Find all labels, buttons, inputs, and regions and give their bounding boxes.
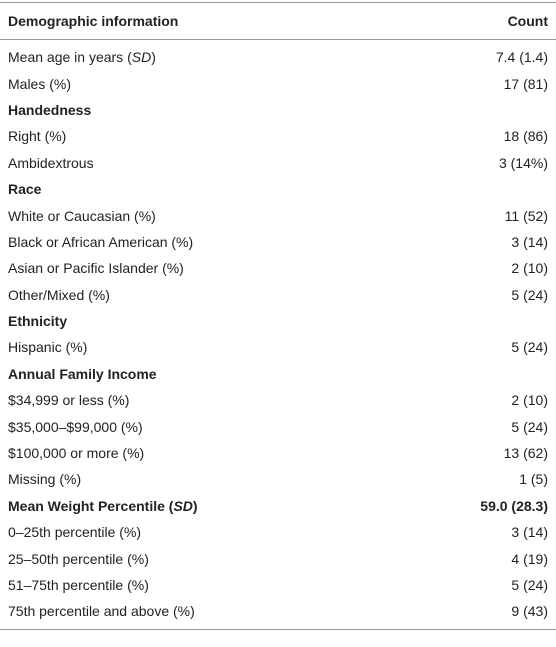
count-cell: 3 (14%) [498, 154, 548, 171]
data-row: Mean age in years (SD) 7.4 (1.4) [0, 40, 556, 71]
row-label: Annual Family Income [8, 365, 157, 382]
label-part: SD [131, 49, 152, 66]
count-cell: 5 (24) [511, 418, 548, 435]
row-label: 0–25th percentile (%) [8, 524, 142, 541]
count-cell: 1 (5) [519, 471, 548, 488]
table-body: Mean age in years (SD) 7.4 (1.4) Males (%)… [0, 40, 556, 630]
data-row: Ambidextrous 3 (14%) [0, 150, 556, 176]
count-cell: 3 (14) [511, 233, 548, 250]
section-row: Handedness [0, 97, 556, 123]
count-cell: 3 (14) [511, 524, 548, 541]
count-cell [395, 308, 556, 334]
data-row: 25–50th percentile (%) 4 (19) [0, 545, 556, 571]
data-row: Black or African American (%) 3 (14) [0, 229, 556, 255]
row-label: Right (%) [8, 128, 67, 145]
data-row: 51–75th percentile (%) 5 (24) [0, 572, 556, 598]
data-row: Other/Mixed (%) 5 (24) [0, 282, 556, 308]
label-part: SD [173, 497, 193, 514]
row-label: 75th percentile and above (%) [0, 598, 396, 630]
section-row: Annual Family Income [0, 361, 556, 387]
label-part: Mean age in years ( [8, 49, 132, 66]
row-label: Mean age in years (SD) [0, 40, 395, 71]
data-row: 75th percentile and above (%) 9 (43) [0, 598, 556, 630]
row-label: Missing (%) [8, 471, 82, 488]
header-row: Demographic information Count [0, 2, 556, 40]
count-cell: 2 (10) [511, 392, 548, 409]
count-cell: 5 (24) [511, 286, 548, 303]
row-label: Hispanic (%) [8, 339, 88, 356]
header-cell: Count [395, 2, 556, 40]
count-cell: 5 (24) [511, 577, 548, 593]
count-cell: 11 (52) [504, 207, 548, 224]
row-label: White or Caucasian (%) [8, 207, 156, 224]
count-cell: 4 (19) [511, 550, 548, 567]
data-row: $100,000 or more (%) 13 (62) [0, 440, 556, 466]
row-label: Ethnicity [8, 313, 68, 330]
data-row: Males (%) 17 (81) [0, 70, 556, 96]
count-cell [395, 176, 556, 202]
row-label: 51–75th percentile (%) [8, 577, 149, 593]
data-row: Right (%) 18 (86) [0, 123, 556, 149]
section-row: Race [0, 176, 556, 202]
count-cell: 59.0 (28.3) [480, 497, 548, 514]
count-cell: 18 (86) [503, 128, 548, 145]
count-cell: 17 (81) [503, 75, 548, 92]
data-row: $34,999 or less (%) 2 (10) [0, 387, 556, 413]
count-cell: 7.4 (1.4) [495, 49, 548, 66]
row-label: $35,000–$99,000 (%) [8, 418, 143, 435]
count-cell [395, 97, 556, 123]
row-label: $34,999 or less (%) [8, 392, 130, 409]
row-label: Males (%) [8, 75, 72, 92]
row-label: Asian or Pacific Islander (%) [8, 260, 184, 277]
row-label: Mean Weight Percentile (SD) [0, 493, 395, 519]
data-row: White or Caucasian (%) 11 (52) [0, 202, 556, 228]
data-row: 0–25th percentile (%) 3 (14) [0, 519, 556, 545]
demographics-table: Demographic information Count Mean age i… [0, 2, 556, 630]
label-part: ) [151, 49, 156, 66]
count-cell [395, 361, 556, 387]
row-label: Race [8, 181, 42, 198]
count-cell: 2 (10) [511, 260, 548, 277]
row-label: Ambidextrous [8, 154, 94, 171]
data-row: Missing (%) 1 (5) [0, 466, 556, 492]
count-cell: 13 (62) [503, 445, 548, 462]
section-row: Mean Weight Percentile (SD) 59.0 (28.3) [0, 493, 556, 519]
label-part: ) [192, 497, 198, 514]
data-row: Hispanic (%) 5 (24) [0, 334, 556, 360]
row-label: 25–50th percentile (%) [8, 550, 149, 567]
row-label: Handedness [8, 101, 92, 118]
count-cell: 9 (43) [395, 598, 556, 630]
data-row: $35,000–$99,000 (%) 5 (24) [0, 413, 556, 439]
row-label: $100,000 or more (%) [8, 445, 145, 462]
header-cell: Demographic information [0, 2, 396, 40]
section-row: Ethnicity [0, 308, 556, 334]
data-row: Asian or Pacific Islander (%) 2 (10) [0, 255, 556, 281]
count-cell: 5 (24) [511, 339, 548, 356]
row-label: Other/Mixed (%) [8, 286, 110, 303]
table-header: Demographic information Count [0, 2, 556, 40]
label-part: Mean Weight Percentile ( [8, 497, 174, 514]
row-label: Black or African American (%) [8, 233, 194, 250]
